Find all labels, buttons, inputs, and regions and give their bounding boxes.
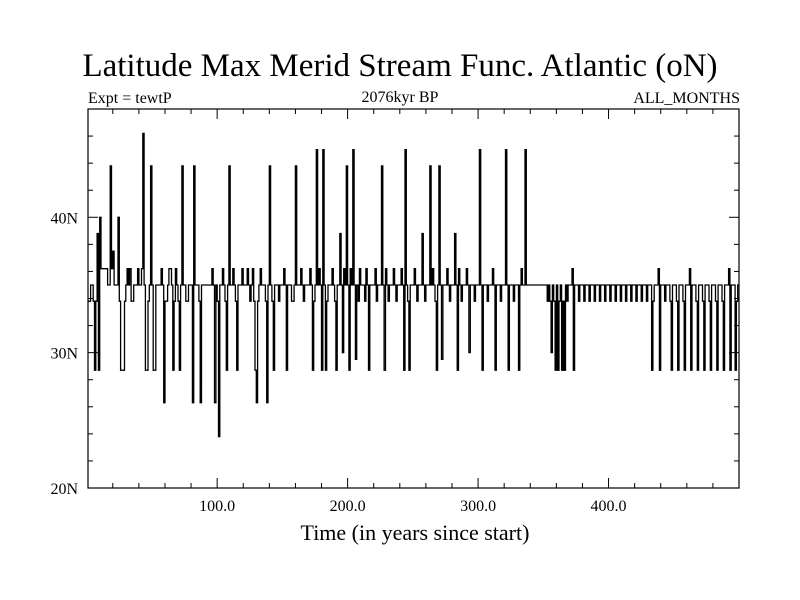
plot-frame — [87, 108, 740, 489]
series-line — [88, 132, 739, 438]
x-tick-label: 300.0 — [460, 498, 496, 515]
x-axis-title: Time (in years since start) — [300, 520, 530, 545]
chart-title: Latitude Max Merid Stream Func. Atlantic… — [82, 48, 718, 84]
x-tick-label: 400.0 — [591, 498, 627, 515]
experiment-label: Expt = tewtP — [88, 90, 172, 107]
y-tick-label: 20N — [50, 481, 78, 498]
x-tick-label: 200.0 — [330, 498, 366, 515]
y-tick-label: 40N — [50, 210, 78, 227]
months-label: ALL_MONTHS — [633, 90, 740, 107]
x-tick-label: 100.0 — [199, 498, 235, 515]
axis-ticks: 100.0 200.0 300.0 400.0 20N 30N 40N — [50, 109, 739, 515]
period-label: 2076kyr BP — [361, 89, 439, 106]
y-tick-label: 30N — [50, 346, 78, 363]
